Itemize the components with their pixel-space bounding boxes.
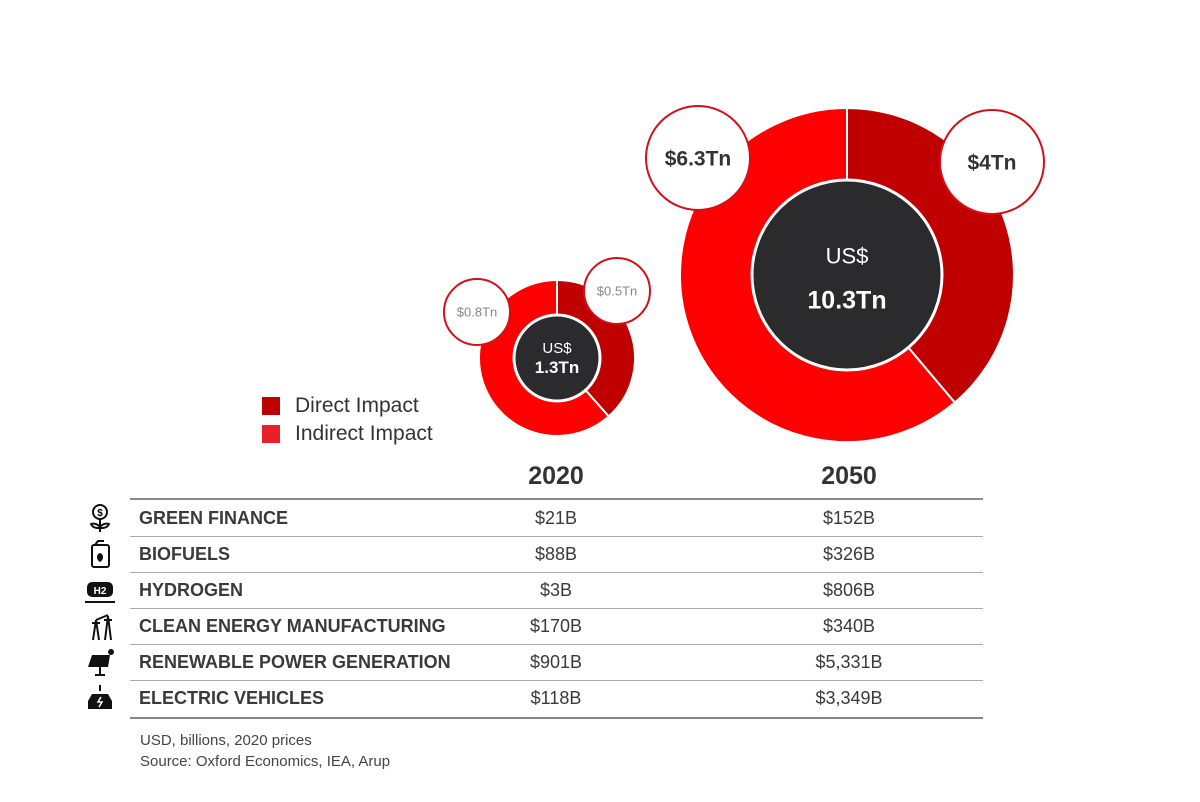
slice-label-direct-2020: $0.5Tn xyxy=(597,284,637,299)
sector-label: ELECTRIC VEHICLES xyxy=(139,688,325,708)
power-pylon-icon xyxy=(84,611,116,641)
center-value-2020: 1.3Tn xyxy=(535,358,579,377)
donut-2050: US$ 10.3Tn $4Tn $6.3Tn xyxy=(645,105,1045,443)
legend-swatch-indirect xyxy=(262,425,280,443)
donut-center-2050 xyxy=(750,178,944,372)
value-2050: $340B xyxy=(822,616,876,636)
units-note: USD, billions, 2020 prices xyxy=(140,732,312,749)
solar-panel-icon xyxy=(84,647,116,677)
svg-text:H2: H2 xyxy=(94,586,107,597)
legend-label-direct: Direct Impact xyxy=(295,394,419,417)
fuel-can-leaf-icon xyxy=(84,539,116,569)
table-row: CLEAN ENERGY MANUFACTURING $170B $340B xyxy=(130,608,983,645)
value-2020: $21B xyxy=(534,508,578,528)
value-bubble-indirect-2020 xyxy=(443,278,511,346)
money-flower-icon: $ xyxy=(84,503,116,533)
table-row: GREEN FINANCE $21B $152B xyxy=(130,500,983,537)
table-row: ELECTRIC VEHICLES $118B $3,349B xyxy=(130,680,983,716)
sector-label: BIOFUELS xyxy=(139,544,231,564)
column-header-2050: 2050 xyxy=(821,462,877,490)
slice-label-indirect-2050: $6.3Tn xyxy=(665,148,732,171)
value-bubble-indirect-2050 xyxy=(645,105,751,211)
sector-label: HYDROGEN xyxy=(139,580,244,600)
table-bottom-rule xyxy=(130,717,983,719)
table-top-rule xyxy=(130,498,983,500)
table-row: HYDROGEN $3B $806B xyxy=(130,572,983,609)
value-2020: $88B xyxy=(534,544,578,564)
legend-swatch-direct xyxy=(262,397,280,415)
value-2050: $806B xyxy=(822,580,876,600)
value-2050: $326B xyxy=(822,544,876,564)
svg-text:$: $ xyxy=(97,508,103,519)
sector-label: GREEN FINANCE xyxy=(139,508,289,528)
column-header-2020: 2020 xyxy=(528,462,584,490)
slice-label-indirect-2020: $0.8Tn xyxy=(457,305,497,320)
electric-car-icon xyxy=(84,683,116,713)
table-row: BIOFUELS $88B $326B xyxy=(130,536,983,573)
value-2050: $3,349B xyxy=(815,688,883,708)
value-2020: $3B xyxy=(539,580,573,600)
value-2020: $170B xyxy=(529,616,583,636)
donut-center-2020 xyxy=(512,313,602,403)
donut-2020: US$1.3Tn $0.5Tn $0.8Tn xyxy=(443,257,651,437)
value-2050: $152B xyxy=(822,508,876,528)
value-bubble-direct-2050 xyxy=(939,109,1045,215)
value-2050: $5,331B xyxy=(815,652,883,672)
table-row: RENEWABLE POWER GENERATION $901B $5,331B xyxy=(130,644,983,681)
value-2020: $118B xyxy=(530,688,582,708)
center-label-2020: US$ xyxy=(542,340,572,357)
slice-label-direct-2050: $4Tn xyxy=(967,152,1016,175)
center-value-2050: 10.3Tn xyxy=(807,286,886,314)
sector-label: RENEWABLE POWER GENERATION xyxy=(139,652,451,672)
value-bubble-direct-2020 xyxy=(583,257,651,325)
value-2020: $901B xyxy=(529,652,583,672)
source-note: Source: Oxford Economics, IEA, Arup xyxy=(140,753,391,770)
hydrogen-tank-icon: H2 xyxy=(84,575,116,605)
legend-label-indirect: Indirect Impact xyxy=(295,422,433,445)
center-label-2050: US$ xyxy=(826,244,869,269)
legend-indirect: Indirect Impact xyxy=(262,422,433,446)
legend-direct: Direct Impact xyxy=(262,394,419,418)
sector-label: CLEAN ENERGY MANUFACTURING xyxy=(139,616,446,636)
